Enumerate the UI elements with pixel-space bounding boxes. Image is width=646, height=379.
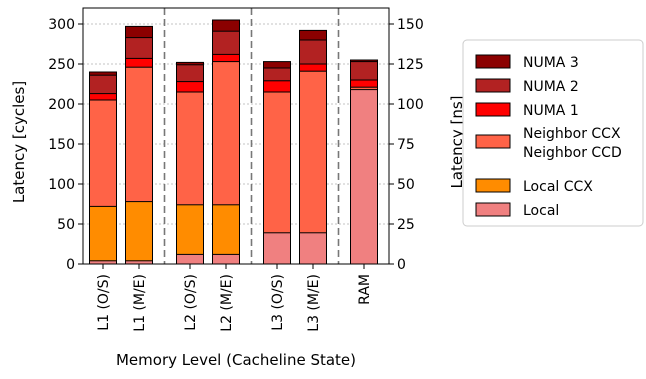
y-right-tick-label: 0 bbox=[397, 257, 406, 273]
x-tick-label: L2 (O/S) bbox=[183, 274, 199, 331]
plot-frame bbox=[82, 7, 390, 265]
y-tick-label: 0 bbox=[66, 257, 75, 273]
bar-local bbox=[350, 89, 378, 265]
legend-swatch bbox=[475, 178, 511, 193]
legend-swatch bbox=[475, 102, 511, 117]
y-tick-label: 300 bbox=[48, 17, 75, 33]
x-tick-label: L1 (M/E) bbox=[132, 274, 148, 332]
right-y-axis: 0 25 50 75 100 125 150 bbox=[389, 17, 424, 273]
y-tick-label: 250 bbox=[48, 57, 75, 73]
bar-local bbox=[212, 253, 240, 265]
y-axis-label: Latency [cycles] bbox=[10, 81, 28, 203]
legend-swatch bbox=[475, 78, 511, 93]
x-axis: L1 (O/S) L1 (M/E) L2 (O/S) L2 (M/E) L3 (O/S)… bbox=[96, 264, 373, 332]
bar-local bbox=[299, 232, 327, 265]
x-tick-label: L1 (O/S) bbox=[96, 274, 112, 331]
y-right-tick-label: 75 bbox=[397, 137, 415, 153]
x-tick-label: L3 (O/S) bbox=[270, 274, 286, 331]
legend-label: NUMA 2 bbox=[523, 79, 579, 95]
bars bbox=[89, 19, 378, 265]
y-tick-label: 150 bbox=[48, 137, 75, 153]
x-tick-label: L3 (M/E) bbox=[306, 274, 322, 332]
legend-label: NUMA 1 bbox=[523, 103, 579, 119]
legend-swatch bbox=[475, 54, 511, 69]
bar-neighbor-ccx bbox=[299, 70, 327, 265]
x-axis-label: Memory Level (Cacheline State) bbox=[116, 351, 356, 369]
legend-swatch bbox=[475, 134, 511, 149]
y-right-tick-label: 100 bbox=[397, 97, 424, 113]
x-tick-label: RAM bbox=[357, 274, 373, 305]
legend-label: Local CCX bbox=[523, 179, 593, 195]
group-separators bbox=[163, 8, 340, 264]
y-axis-right-label: Latency [ns] bbox=[448, 95, 466, 188]
y-right-tick-label: 125 bbox=[397, 57, 424, 73]
y-right-tick-label: 25 bbox=[397, 217, 415, 233]
y-tick-label: 50 bbox=[57, 217, 75, 233]
left-y-axis: 0 50 100 150 200 250 300 bbox=[48, 17, 83, 273]
y-right-tick-label: 50 bbox=[397, 177, 415, 193]
x-tick-label: L2 (M/E) bbox=[219, 274, 235, 332]
y-right-tick-label: 150 bbox=[397, 17, 424, 33]
bar-local bbox=[176, 253, 204, 265]
legend-label: Neighbor CCX Neighbor CCD bbox=[523, 126, 622, 161]
legend-label: NUMA 3 bbox=[523, 55, 579, 71]
bar-local bbox=[263, 232, 291, 265]
bar-local-ccx bbox=[89, 205, 117, 265]
y-tick-label: 200 bbox=[48, 97, 75, 113]
legend-swatch bbox=[475, 202, 511, 217]
y-tick-label: 100 bbox=[48, 177, 75, 193]
legend-label: Local bbox=[523, 203, 559, 219]
legend: NUMA 3 NUMA 2 NUMA 1 Neighbor CCX Neighbor C… bbox=[462, 39, 644, 227]
bar-local-ccx bbox=[125, 201, 153, 265]
